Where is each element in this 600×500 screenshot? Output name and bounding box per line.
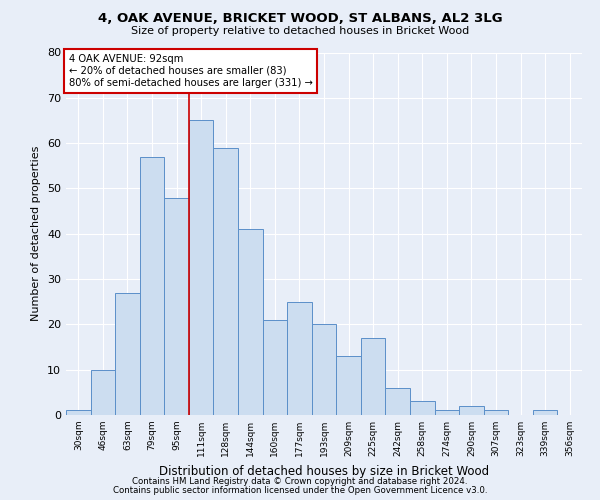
- Bar: [385, 388, 410, 415]
- Bar: [66, 410, 91, 415]
- Bar: [140, 156, 164, 415]
- Bar: [91, 370, 115, 415]
- Bar: [533, 410, 557, 415]
- Bar: [164, 198, 189, 415]
- Bar: [410, 402, 434, 415]
- Text: Contains HM Land Registry data © Crown copyright and database right 2024.: Contains HM Land Registry data © Crown c…: [132, 477, 468, 486]
- Text: Contains public sector information licensed under the Open Government Licence v3: Contains public sector information licen…: [113, 486, 487, 495]
- Bar: [336, 356, 361, 415]
- Bar: [115, 292, 140, 415]
- Bar: [263, 320, 287, 415]
- Bar: [361, 338, 385, 415]
- Bar: [484, 410, 508, 415]
- Bar: [238, 229, 263, 415]
- Bar: [312, 324, 336, 415]
- Bar: [434, 410, 459, 415]
- X-axis label: Distribution of detached houses by size in Bricket Wood: Distribution of detached houses by size …: [159, 464, 489, 477]
- Y-axis label: Number of detached properties: Number of detached properties: [31, 146, 41, 322]
- Bar: [459, 406, 484, 415]
- Text: Size of property relative to detached houses in Bricket Wood: Size of property relative to detached ho…: [131, 26, 469, 36]
- Bar: [189, 120, 214, 415]
- Bar: [287, 302, 312, 415]
- Text: 4 OAK AVENUE: 92sqm
← 20% of detached houses are smaller (83)
80% of semi-detach: 4 OAK AVENUE: 92sqm ← 20% of detached ho…: [68, 54, 313, 88]
- Text: 4, OAK AVENUE, BRICKET WOOD, ST ALBANS, AL2 3LG: 4, OAK AVENUE, BRICKET WOOD, ST ALBANS, …: [98, 12, 502, 26]
- Bar: [214, 148, 238, 415]
